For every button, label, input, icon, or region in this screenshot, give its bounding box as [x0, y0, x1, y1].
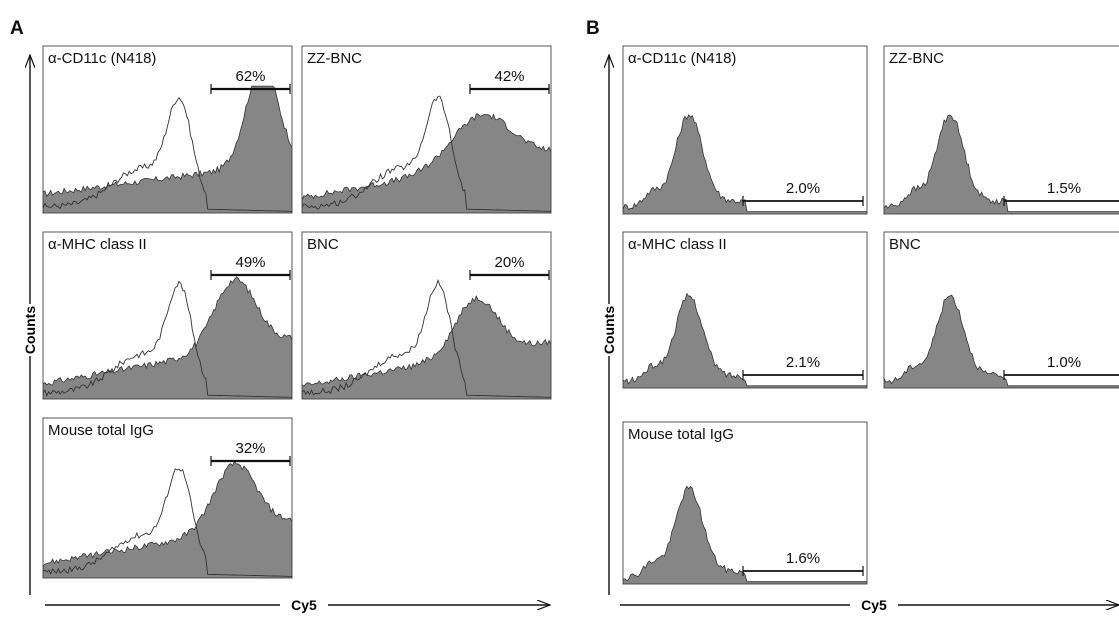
gate-marker — [742, 370, 864, 380]
shaded-histogram — [302, 113, 551, 213]
plot-label: BNC — [307, 236, 339, 253]
gate-percent-label: 20% — [494, 254, 524, 271]
gate-marker — [469, 270, 550, 280]
gate-percent-label: 1.6% — [786, 550, 820, 567]
plot-label: Mouse total IgG — [48, 422, 154, 439]
plot-label: α-CD11c (N418) — [48, 50, 156, 67]
plot-label: Mouse total IgG — [628, 426, 734, 443]
shaded-histogram — [43, 460, 292, 578]
plot-label: ZZ-BNC — [889, 50, 944, 67]
control-histogram — [43, 96, 292, 212]
histogram-a-2: ZZ-BNC 42% — [301, 45, 552, 214]
panel-label-a: A — [10, 18, 24, 39]
control-histogram — [302, 95, 551, 212]
shaded-histogram — [302, 295, 551, 399]
shaded-histogram — [623, 292, 867, 388]
y-axis-label: Counts — [601, 306, 617, 354]
plot-frame — [622, 45, 868, 215]
control-histogram — [302, 278, 551, 398]
shaded-histogram — [43, 276, 292, 399]
gate-marker — [210, 270, 291, 280]
plot-label: α-MHC class II — [48, 236, 147, 253]
shaded-histogram — [623, 485, 867, 584]
x-axis-label: Cy5 — [291, 597, 317, 613]
plots-layer: α-CD11c (N418) 62% ZZ-BNC 42% α-MHC class II… — [42, 45, 1119, 585]
plot-label: α-MHC class II — [628, 236, 727, 253]
gate-percent-label: 32% — [235, 440, 265, 457]
shaded-histogram — [884, 294, 1119, 388]
control-histogram — [43, 468, 292, 577]
histogram-a-1: α-CD11c (N418) 62% — [42, 45, 293, 214]
histogram-a-5: Mouse total IgG 32% — [42, 417, 293, 579]
shaded-histogram — [623, 114, 867, 214]
shaded-histogram — [884, 114, 1119, 214]
gate-percent-label: 42% — [494, 68, 524, 85]
panel-label-b: B — [586, 18, 600, 39]
control-histogram — [43, 280, 292, 398]
histogram-b-4: BNC 1.0% — [883, 231, 1119, 389]
plot-label: BNC — [889, 236, 921, 253]
gate-percent-label: 1.0% — [1047, 354, 1081, 371]
gate-marker — [1003, 196, 1119, 206]
plot-label: α-CD11c (N418) — [628, 50, 736, 67]
gate-marker — [210, 456, 291, 466]
gate-marker — [742, 566, 864, 576]
x-axis-label: Cy5 — [861, 597, 887, 613]
gate-percent-label: 2.0% — [786, 180, 820, 197]
gate-marker — [742, 196, 864, 206]
axes-layer: Counts Cy5 Counts Cy5 — [21, 55, 1119, 614]
gate-marker — [1003, 370, 1119, 380]
histogram-b-1: α-CD11c (N418) 2.0% — [622, 45, 868, 215]
histogram-b-5: Mouse total IgG 1.6% — [622, 421, 868, 585]
gate-percent-label: 62% — [235, 68, 265, 85]
histogram-a-3: α-MHC class II 49% — [42, 231, 293, 400]
histogram-a-4: BNC 20% — [301, 231, 552, 400]
y-axis-label: Counts — [22, 306, 38, 354]
gate-marker — [469, 84, 550, 94]
shaded-histogram — [43, 85, 292, 213]
gate-percent-label: 2.1% — [786, 354, 820, 371]
gate-marker — [210, 84, 291, 94]
gate-percent-label: 49% — [235, 254, 265, 271]
histogram-b-3: α-MHC class II 2.1% — [622, 231, 868, 389]
histogram-b-2: ZZ-BNC 1.5% — [883, 45, 1119, 215]
plot-label: ZZ-BNC — [307, 50, 362, 67]
gate-percent-label: 1.5% — [1047, 180, 1081, 197]
